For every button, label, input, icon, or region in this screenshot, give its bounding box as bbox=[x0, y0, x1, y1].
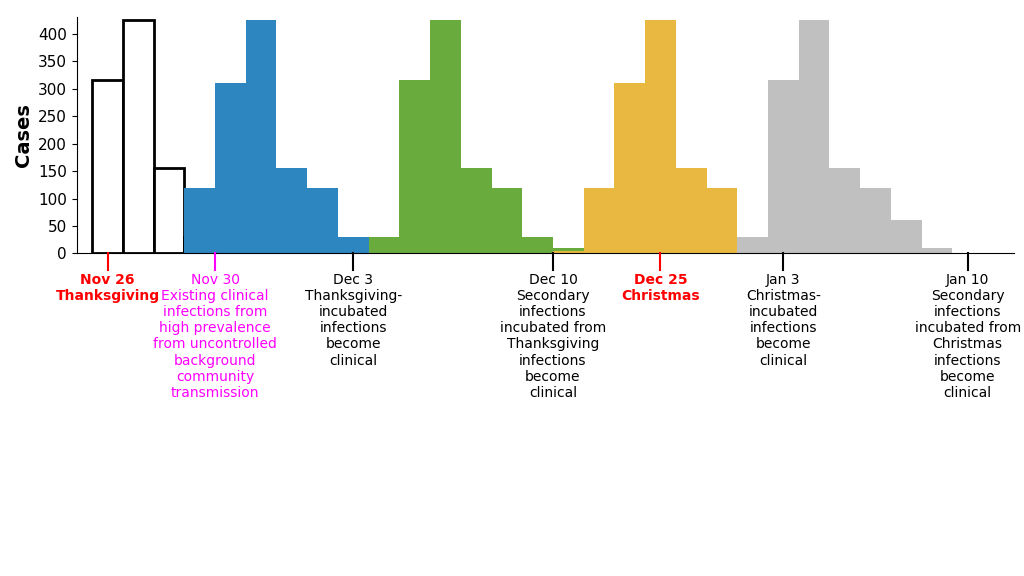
Bar bbox=[215, 83, 246, 253]
Bar bbox=[676, 168, 707, 253]
Bar bbox=[553, 248, 584, 253]
Bar bbox=[799, 20, 829, 253]
Bar bbox=[522, 237, 553, 253]
Bar bbox=[614, 83, 645, 253]
Bar bbox=[860, 188, 891, 253]
Bar bbox=[92, 81, 123, 253]
Bar bbox=[369, 248, 399, 253]
Bar bbox=[768, 248, 799, 253]
Text: Nov 26
Thanksgiving: Nov 26 Thanksgiving bbox=[55, 272, 160, 303]
Bar bbox=[154, 168, 184, 253]
Bar bbox=[584, 188, 614, 253]
Text: Jan 3
Christmas-
incubated
infections
become
clinical: Jan 3 Christmas- incubated infections be… bbox=[745, 272, 821, 367]
Bar bbox=[768, 81, 799, 253]
Bar bbox=[246, 20, 276, 253]
Bar bbox=[307, 188, 338, 253]
Text: Dec 25
Christmas: Dec 25 Christmas bbox=[622, 272, 699, 303]
Bar bbox=[492, 188, 522, 253]
Bar bbox=[891, 221, 922, 253]
Bar bbox=[399, 81, 430, 253]
Y-axis label: Cases: Cases bbox=[13, 104, 33, 167]
Bar bbox=[553, 251, 584, 253]
Bar bbox=[276, 168, 307, 253]
Text: Dec 10
Secondary
infections
incubated from
Thanksgiving
infections
become
clinic: Dec 10 Secondary infections incubated fr… bbox=[500, 272, 606, 400]
Text: Dec 3
Thanksgiving-
incubated
infections
become
clinical: Dec 3 Thanksgiving- incubated infections… bbox=[305, 272, 401, 367]
Bar bbox=[338, 237, 369, 253]
Bar bbox=[737, 237, 768, 253]
Bar bbox=[123, 20, 154, 253]
Text: Nov 30
Existing clinical
infections from
high prevalence
from uncontrolled
backg: Nov 30 Existing clinical infections from… bbox=[154, 272, 276, 400]
Bar bbox=[461, 168, 492, 253]
Text: Jan 10
Secondary
infections
incubated from
Christmas
infections
become
clinical: Jan 10 Secondary infections incubated fr… bbox=[914, 272, 1021, 400]
Bar bbox=[184, 188, 215, 253]
Bar bbox=[430, 20, 461, 253]
Bar bbox=[645, 20, 676, 253]
Bar bbox=[829, 168, 860, 253]
Bar bbox=[369, 237, 399, 253]
Bar bbox=[737, 237, 768, 253]
Bar bbox=[184, 237, 215, 253]
Bar bbox=[707, 188, 737, 253]
Bar bbox=[922, 248, 952, 253]
